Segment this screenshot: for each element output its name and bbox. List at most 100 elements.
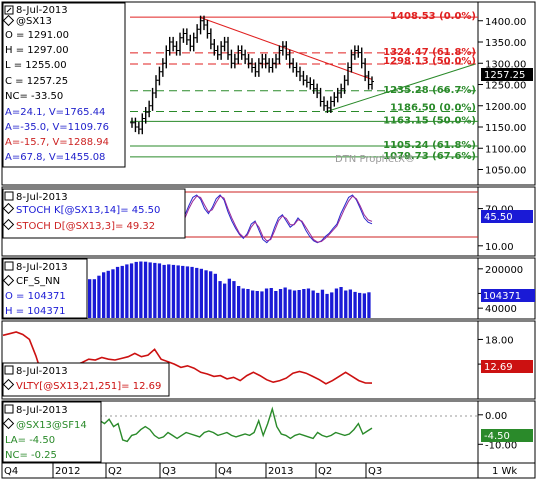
fib-level-label: 1163.15 (50.0%): [383, 115, 476, 126]
spread-legend: 8-Jul-2013 @SX13@SF14 LA= -4.50 NC= -0.2…: [2, 401, 102, 463]
oi-bar: [339, 287, 343, 318]
oi-bar: [302, 289, 306, 318]
oi-bar: [195, 267, 199, 318]
price-bars: [130, 15, 374, 135]
oi-bar: [269, 288, 273, 318]
oi-bar: [330, 292, 334, 318]
oi-bar: [325, 293, 329, 318]
x-tick-label: Q2: [318, 466, 332, 477]
price-legend-date: 8-Jul-2013: [16, 5, 68, 16]
oi-bar: [316, 292, 320, 318]
x-tick-label: 2012: [55, 466, 80, 477]
price-legend-net-change: NC= -33.50: [5, 91, 63, 102]
oi-bar: [176, 265, 180, 318]
price-bar: [370, 76, 374, 90]
oi-bar: [255, 291, 259, 318]
price-legend: 8-Jul-2013 @SX13 O = 1291.00 H = 1297.00…: [2, 2, 126, 168]
oi-bar: [334, 288, 339, 318]
oi-y-tick: 200000: [485, 265, 523, 276]
oi-bar: [167, 264, 171, 318]
oi-bar: [218, 281, 222, 318]
price-fibonacci-levels: 1408.53 (0.0%) 1324.47 (61.8%)1298.13 (50…: [130, 11, 478, 162]
oi-bar: [92, 279, 96, 318]
oi-bar: [143, 261, 148, 318]
price-y-tick: 1200.00: [485, 102, 526, 113]
oi-bar: [162, 264, 166, 318]
stoch-value-box: 45.50: [481, 210, 533, 223]
price-y-tick: 1100.00: [485, 144, 526, 155]
oi-bar: [181, 265, 185, 318]
oi-bar: [306, 288, 311, 318]
price-y-tick: 1350.00: [485, 38, 526, 49]
oi-legend-symbol: CF_S_NN: [16, 276, 60, 287]
oi-bar: [111, 269, 115, 318]
fib-level-label: 1235.28 (66.7%): [383, 85, 476, 96]
oi-bar: [260, 291, 264, 318]
stoch-d-label: STOCH D[@SX13,3]= 49.32: [16, 221, 155, 232]
spread-y-tick: -10.00: [485, 440, 517, 451]
oi-bar: [320, 289, 325, 318]
x-tick-label: Q3: [368, 466, 382, 477]
oi-bar: [171, 264, 176, 318]
oi-bar: [213, 273, 217, 319]
price-legend-high: H = 1297.00: [5, 45, 69, 56]
oi-bar: [204, 270, 208, 318]
price-y-tick: 1150.00: [485, 123, 526, 134]
open-interest-bars: [88, 261, 371, 319]
stochastic-lines: [184, 194, 373, 244]
price-y-axis: 1400.00 1350.00 1300.00 1250.00 1200.00 1150.…: [478, 17, 526, 177]
oi-bar: [102, 272, 106, 318]
spread-line: [99, 406, 373, 443]
oi-bar: [274, 291, 278, 318]
oi-value-box: 104371: [481, 289, 535, 302]
vlty-legend-label: VLTY[@SX13,21,251]= 12.69: [16, 381, 161, 392]
oi-bar: [88, 279, 92, 318]
vlty-value-box: 12.69: [481, 360, 533, 373]
stoch-last-value: 45.50: [484, 212, 513, 223]
x-tick-label: Q3: [162, 466, 176, 477]
oi-last-value: 104371: [483, 291, 521, 302]
oi-bar: [185, 266, 190, 318]
oi-bar: [367, 292, 371, 318]
price-legend-indicator-4: A=67.8, V=1455.08: [5, 152, 105, 163]
oi-bar: [358, 292, 362, 318]
volatility-legend: 8-Jul-2013 VLTY[@SX13,21,251]= 12.69: [2, 362, 170, 397]
stochastic-legend: 8-Jul-2013 STOCH K[@SX13,14]= 45.50 STOC…: [2, 188, 186, 239]
oi-bar: [237, 286, 241, 318]
price-last-value: 1257.25: [484, 70, 525, 81]
oi-bar: [227, 278, 231, 318]
spread-panel: 0.00 -10.00 -4.50 8-Jul-2013 @SX13@SF14 L…: [1, 400, 536, 464]
oi-legend-high: H = 104371: [5, 306, 65, 317]
price-legend-symbol: @SX13: [16, 16, 52, 27]
oi-bar: [251, 290, 255, 318]
price-legend-close: C = 1257.25: [5, 76, 68, 87]
oi-bar: [311, 290, 315, 318]
price-y-tick: 1250.00: [485, 81, 526, 92]
x-axis-interval[interactable]: 1 Wk: [492, 466, 517, 477]
oi-y-tick: 40000: [485, 304, 517, 315]
oi-bar: [190, 266, 194, 318]
price-legend-indicator-2: A=-35.0, V=1109.76: [5, 122, 109, 133]
oi-bar: [157, 263, 162, 318]
oi-bar: [115, 266, 120, 318]
oi-bar: [246, 289, 250, 318]
oi-bar: [278, 289, 283, 318]
oi-bar: [129, 263, 134, 318]
oi-bar: [97, 275, 101, 318]
spread-legend-date: 8-Jul-2013: [16, 405, 68, 416]
oi-bar: [139, 261, 143, 318]
price-y-tick: 1050.00: [485, 166, 526, 177]
price-y-tick: 1300.00: [485, 59, 526, 70]
volatility-panel: 18.0015.00 12.69 8-Jul-2013 VLTY[@SX13,2…: [1, 320, 536, 400]
fib-level-label: 1079.73 (67.6%): [383, 151, 476, 162]
fib-level-label: 1408.53 (0.0%): [390, 11, 476, 22]
oi-bar: [362, 293, 366, 318]
spread-value-box: -4.50: [481, 429, 533, 442]
open-interest-panel: 20000010000040000 104371 8-Jul-2013 CF_S…: [1, 257, 536, 320]
price-legend-open: O = 1291.00: [5, 30, 69, 41]
oi-bar: [209, 271, 213, 318]
oi-bar: [148, 262, 152, 318]
